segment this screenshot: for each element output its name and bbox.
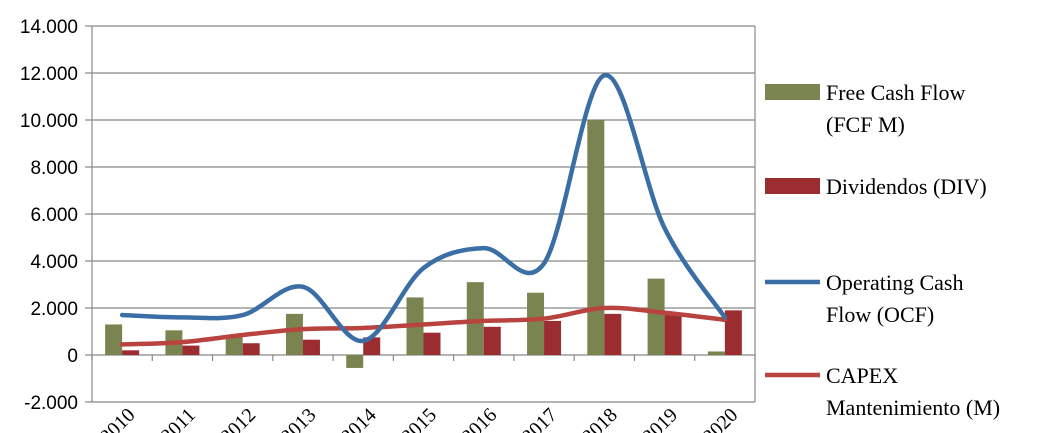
- bar-series-0-2020: [707, 351, 725, 355]
- legend-swatch: [765, 84, 820, 100]
- x-tick-label: 2019: [638, 404, 682, 433]
- bar-series-1-2020: [724, 310, 742, 355]
- legend-label: Free Cash Flow: [826, 80, 965, 105]
- bar-series-1-2013: [302, 339, 320, 355]
- bar-series-0-2012: [225, 336, 243, 355]
- bar-series-0-2013: [285, 313, 303, 355]
- x-tick-label: 2020: [699, 404, 743, 433]
- y-tick-label: 14.000: [20, 17, 78, 38]
- bar-series-1-2019: [664, 312, 682, 355]
- bar-series-1-2015: [423, 332, 441, 355]
- y-tick-label: 4.000: [30, 252, 78, 273]
- legend-label: CAPEX: [826, 363, 898, 388]
- bar-series-1-2016: [483, 326, 501, 355]
- x-tick-label: 2012: [216, 404, 260, 433]
- legend-label: Flow (OCF): [826, 302, 934, 327]
- bar-series-0-2018: [587, 120, 605, 355]
- x-tick-label: 2013: [277, 404, 321, 433]
- bar-series-1-2011: [182, 345, 200, 355]
- y-tick-label: 12.000: [20, 64, 78, 85]
- bar-series-1-2012: [242, 343, 260, 355]
- x-tick-label: 2015: [397, 404, 441, 433]
- bar-series-0-2010: [105, 324, 123, 355]
- y-tick-label: 8.000: [30, 158, 78, 179]
- x-tick-label: 2010: [96, 404, 140, 433]
- bar-series-1-2010: [122, 350, 140, 355]
- y-tick-label: 2.000: [30, 299, 78, 320]
- bar-series-0-2016: [466, 282, 484, 355]
- x-tick-label: 2011: [157, 404, 200, 433]
- bar-series-1-2018: [604, 313, 622, 355]
- y-tick-label: -2.000: [24, 393, 78, 414]
- x-tick-label: 2016: [457, 404, 501, 433]
- bar-series-0-2014: [346, 355, 364, 368]
- bar-series-1-2017: [544, 320, 562, 355]
- legend-label: Mantenimiento (M): [826, 395, 1000, 420]
- bar-series-0-2017: [527, 292, 545, 355]
- line-series-3: [119, 305, 728, 347]
- legend: Free Cash Flow (FCF M) Dividendos (DIV) Ope…: [765, 80, 1000, 420]
- y-axis-ticks: -2.000 0 2.000 4.000 6.000 8.000 10.000 12.000 1…: [20, 17, 78, 414]
- line-series-2: [119, 73, 728, 344]
- legend-label: Dividendos (DIV): [826, 174, 987, 199]
- bars: [105, 120, 742, 368]
- legend-swatch: [765, 178, 820, 194]
- y-tick-label: 6.000: [30, 205, 78, 226]
- x-tick-label: 2018: [578, 404, 622, 433]
- legend-label: (FCF M): [826, 112, 905, 137]
- x-tick-label: 2014: [337, 404, 381, 433]
- y-tick-label: 10.000: [20, 111, 78, 132]
- bar-series-0-2019: [647, 278, 665, 355]
- legend-label: Operating Cash: [826, 270, 963, 295]
- y-tick-label: 0: [67, 346, 78, 367]
- x-tick-label: 2017: [518, 404, 562, 433]
- x-axis-ticks: 2010 2011 2012 2013 2014 2015 2016 2017 2018 2019…: [96, 404, 743, 433]
- lines: [119, 73, 728, 347]
